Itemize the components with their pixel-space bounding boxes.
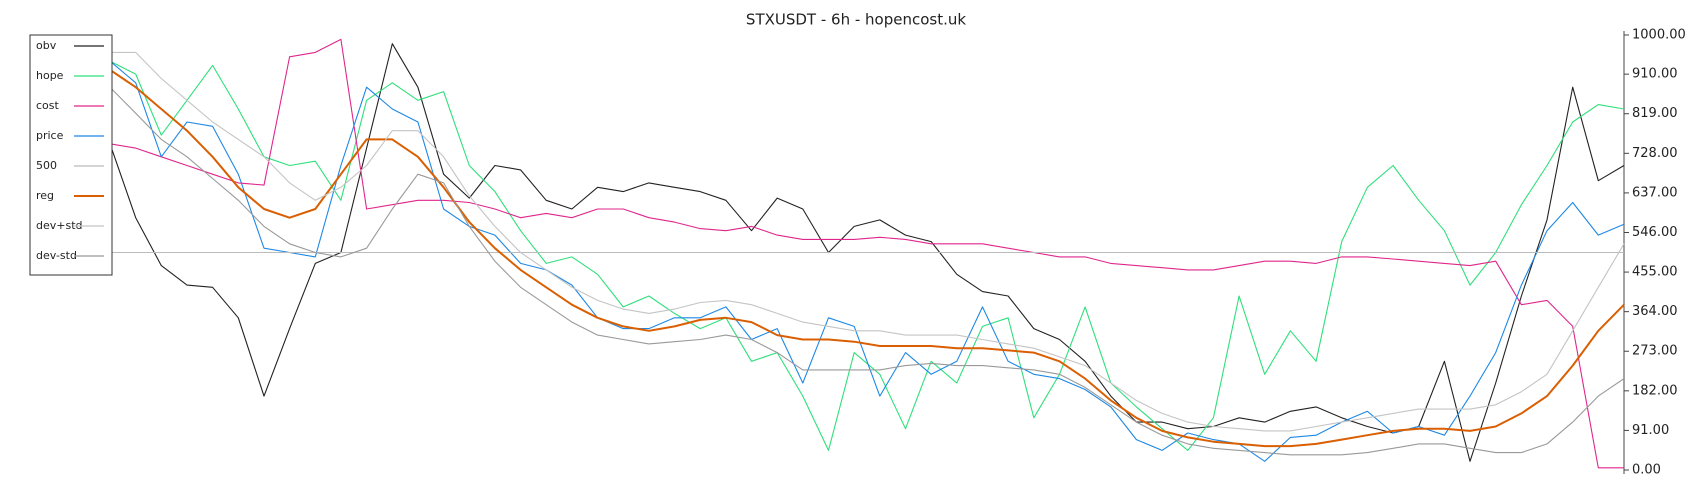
series-line — [109, 68, 1625, 448]
legend-label: dev-std — [36, 249, 77, 262]
y-tick-label: 273.00 — [1632, 344, 1678, 359]
y-tick-label: 0.00 — [1632, 463, 1661, 478]
series-line — [110, 51, 1625, 432]
y-tick-label: 910.00 — [1632, 67, 1678, 82]
y-tick-label: 182.00 — [1632, 383, 1678, 398]
chart-title: STXUSDT - 6h - hopencost.uk — [746, 11, 966, 29]
series-line — [109, 43, 1625, 462]
series-line — [109, 86, 1625, 456]
series-line — [109, 60, 1625, 462]
series-line — [109, 38, 1624, 469]
y-tick-label: 364.00 — [1632, 304, 1678, 319]
y-tick-label: 546.00 — [1632, 225, 1678, 240]
y-tick-label: 637.00 — [1632, 185, 1678, 200]
series-line — [109, 60, 1625, 451]
legend-label: dev+std — [36, 219, 83, 232]
legend-label: reg — [36, 189, 54, 202]
legend-label: price — [36, 129, 64, 142]
legend-label: hope — [36, 69, 64, 82]
legend-label: 500 — [36, 159, 57, 172]
y-tick-label: 91.00 — [1632, 423, 1669, 438]
y-tick-label: 455.00 — [1632, 265, 1678, 280]
legend-box — [29, 34, 113, 276]
y-tick-label: 819.00 — [1632, 106, 1678, 121]
y-tick-label: 728.00 — [1632, 146, 1678, 161]
legend-label: obv — [36, 39, 57, 52]
y-tick-label: 1000.00 — [1632, 28, 1686, 43]
legend-label: cost — [36, 99, 60, 112]
